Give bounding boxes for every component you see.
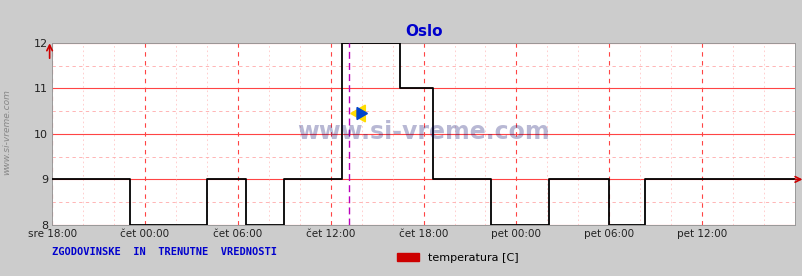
Title: Oslo: Oslo [404,24,442,39]
Legend: temperatura [C]: temperatura [C] [392,249,522,268]
Text: www.si-vreme.com: www.si-vreme.com [297,120,549,144]
Text: ZGODOVINSKE  IN  TRENUTNE  VREDNOSTI: ZGODOVINSKE IN TRENUTNE VREDNOSTI [52,247,277,257]
Text: www.si-vreme.com: www.si-vreme.com [2,89,11,176]
